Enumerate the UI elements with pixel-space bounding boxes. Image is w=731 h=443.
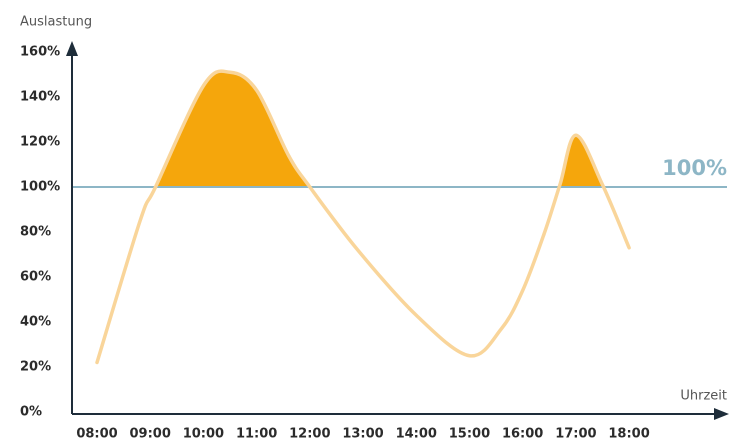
y-tick-label: 140% xyxy=(20,90,60,105)
y-tick-label: 160% xyxy=(20,45,60,60)
overload-area xyxy=(97,71,630,187)
x-tick-label: 10:00 xyxy=(183,427,224,442)
x-tick-label: 09:00 xyxy=(130,427,171,442)
line xyxy=(95,69,631,365)
y-axis-arrow xyxy=(66,41,78,56)
y-tick-label: 20% xyxy=(20,360,51,375)
x-tick-label: 13:00 xyxy=(342,427,383,442)
x-tick-label: 12:00 xyxy=(289,427,330,442)
y-tick-label: 100% xyxy=(20,180,60,195)
x-axis-label: Uhrzeit xyxy=(680,389,727,404)
x-tick-label: 18:00 xyxy=(608,427,649,442)
plot xyxy=(72,69,727,365)
y-tick-label: 120% xyxy=(20,135,60,150)
threshold-label: 100% xyxy=(662,156,727,180)
y-tick-label: 40% xyxy=(20,315,51,330)
y-tick-label: 0% xyxy=(20,405,42,420)
x-axis-arrow xyxy=(714,408,729,420)
x-tick-label: 14:00 xyxy=(396,427,437,442)
y-axis-label: Auslastung xyxy=(20,15,92,30)
x-tick-label: 15:00 xyxy=(449,427,490,442)
x-tick-label: 16:00 xyxy=(502,427,543,442)
x-tick-label: 17:00 xyxy=(555,427,596,442)
y-tick-label: 80% xyxy=(20,225,51,240)
x-tick-label: 08:00 xyxy=(76,427,117,442)
x-tick-label: 11:00 xyxy=(236,427,277,442)
y-tick-label: 60% xyxy=(20,270,51,285)
